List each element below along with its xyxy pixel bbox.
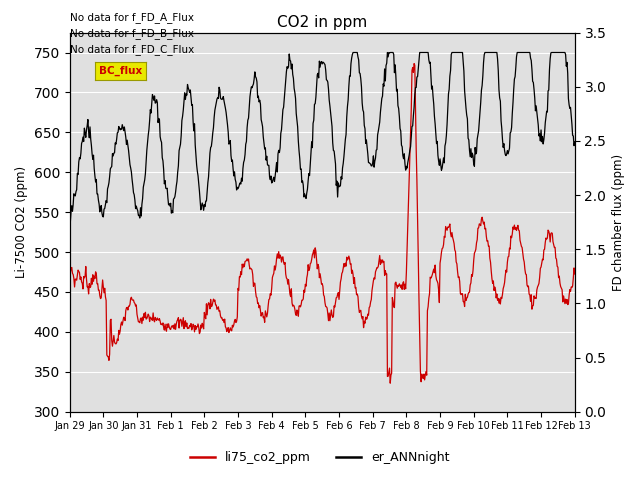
Y-axis label: FD chamber flux (ppm): FD chamber flux (ppm) <box>612 154 625 291</box>
Title: CO2 in ppm: CO2 in ppm <box>277 15 367 30</box>
Text: BC_flux: BC_flux <box>99 66 143 76</box>
Text: No data for f_FD_C_Flux: No data for f_FD_C_Flux <box>70 44 194 55</box>
Y-axis label: Li-7500 CO2 (ppm): Li-7500 CO2 (ppm) <box>15 166 28 278</box>
Text: No data for f_FD_A_Flux: No data for f_FD_A_Flux <box>70 12 194 23</box>
Legend: li75_co2_ppm, er_ANNnight: li75_co2_ppm, er_ANNnight <box>186 446 454 469</box>
Text: No data for f_FD_B_Flux: No data for f_FD_B_Flux <box>70 28 194 39</box>
